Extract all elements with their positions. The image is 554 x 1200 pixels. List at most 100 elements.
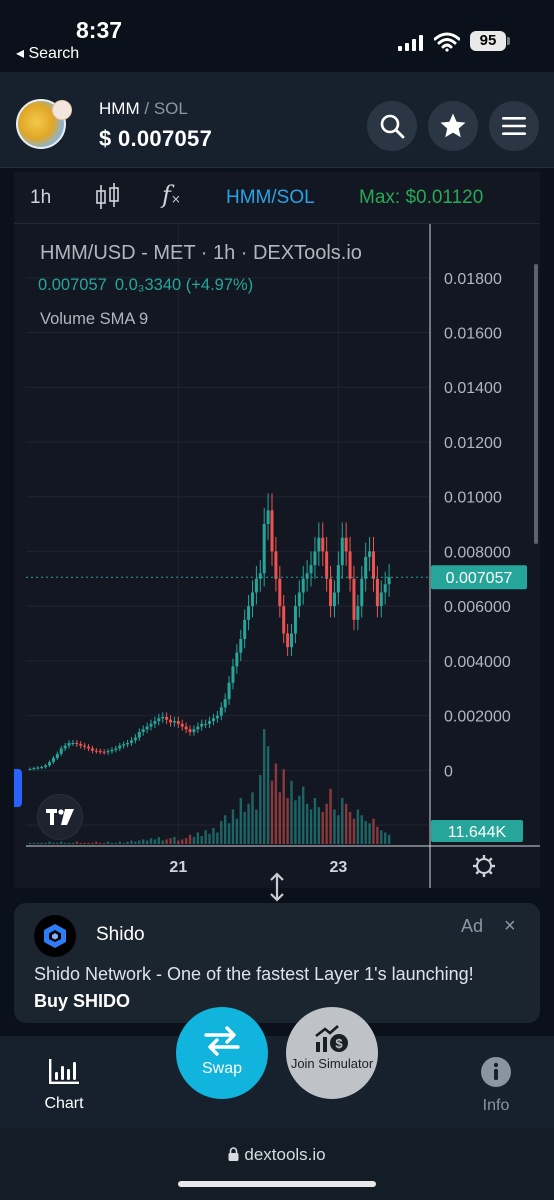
y-tick-label: 0.01600 — [444, 326, 502, 343]
candle-body — [90, 748, 94, 751]
candle-body — [161, 716, 165, 719]
volume-bar — [364, 821, 367, 844]
volume-bar — [259, 775, 262, 844]
candle-body — [340, 537, 344, 566]
volume-bar — [302, 786, 305, 844]
candle-body — [309, 565, 313, 574]
volume-bar — [200, 835, 203, 844]
volume-bar — [181, 839, 184, 844]
join-simulator-button[interactable]: $ Join Simulator — [286, 1007, 378, 1099]
volume-bar — [282, 769, 285, 844]
chart-pair-label[interactable]: HMM/SOL — [226, 187, 315, 208]
nav-info[interactable]: Info — [451, 1056, 541, 1115]
volume-bar — [352, 818, 356, 844]
volume-bar — [188, 834, 192, 844]
candle-body — [133, 737, 137, 741]
volume-bar — [321, 811, 324, 844]
volume-bar — [157, 837, 161, 844]
y-tick-label: 0.01200 — [444, 435, 502, 452]
last-price-tag — [431, 565, 527, 590]
resize-handle-icon[interactable] — [262, 872, 292, 902]
legend-volume-indicator: Volume SMA 9 — [40, 310, 149, 328]
search-button[interactable] — [367, 101, 417, 151]
ad-cta-link[interactable]: Buy SHIDO — [34, 991, 131, 1011]
favorite-button[interactable] — [428, 101, 478, 151]
y-tick-label: 0 — [444, 763, 453, 780]
volume-bar — [169, 838, 172, 844]
ad-card[interactable]: Shido Ad × Shido Network - One of the fa… — [14, 903, 540, 1023]
candle-body — [75, 742, 79, 745]
volume-tag — [431, 820, 523, 842]
candle-body — [192, 729, 196, 733]
candle-body — [356, 606, 360, 620]
tradingview-logo[interactable] — [37, 794, 83, 840]
volume-bar — [305, 803, 309, 844]
simulator-label: Join Simulator — [290, 1056, 374, 1071]
volume-bar — [79, 842, 82, 844]
swap-arrows-icon — [204, 1026, 240, 1056]
volume-bar — [40, 842, 43, 844]
candle-body — [329, 578, 333, 607]
x-tick-label: 23 — [329, 859, 347, 876]
volume-bar — [220, 821, 223, 844]
candle-body — [332, 592, 336, 607]
swap-button[interactable]: Swap — [176, 1007, 268, 1099]
volume-bar — [372, 818, 375, 844]
candle-body — [325, 551, 329, 579]
candle-body — [129, 740, 133, 743]
candle-body — [301, 578, 305, 593]
star-icon — [440, 113, 466, 138]
menu-button[interactable] — [489, 101, 539, 151]
volume-bar — [387, 834, 391, 844]
candle-body — [305, 573, 309, 579]
shido-cube-icon — [44, 924, 66, 948]
shido-logo-icon — [34, 915, 76, 957]
candle-body — [94, 750, 98, 752]
drawing-toolbar-toggle[interactable] — [14, 769, 22, 807]
volume-bar — [341, 798, 344, 844]
volume-bar — [32, 842, 36, 844]
candle-body — [278, 578, 282, 607]
y-tick-label: 0.01800 — [444, 271, 502, 288]
legend-last-price: 0.007057 — [38, 276, 107, 294]
candlestick-icon[interactable] — [94, 182, 122, 212]
simulator-chart-icon: $ — [315, 1025, 348, 1052]
candle-body — [211, 718, 215, 722]
candle-body — [176, 721, 180, 724]
volume-bar — [102, 842, 106, 844]
candle-body — [118, 745, 122, 749]
volume-bar — [28, 842, 32, 844]
volume-bar — [298, 795, 301, 844]
volume-bar — [223, 815, 227, 844]
candle-body — [387, 577, 391, 585]
ad-label: Ad — [461, 916, 484, 936]
interval-selector[interactable]: 1h — [30, 187, 52, 208]
browser-url-bar[interactable]: dextools.io — [0, 1128, 554, 1200]
volume-bar — [83, 842, 86, 844]
back-to-search-link[interactable]: ◂ Search — [16, 45, 80, 62]
ad-close-button[interactable]: × — [504, 915, 516, 937]
volume-bar — [235, 818, 239, 844]
ad-text: Shido Network - One of the fastest Layer… — [34, 961, 504, 1015]
volume-bar — [208, 833, 211, 844]
nav-info-label: Info — [482, 1097, 510, 1114]
volume-bar — [192, 837, 196, 844]
candle-body — [98, 751, 102, 753]
indicators-icon[interactable]: f× — [162, 181, 181, 209]
candle-body — [336, 565, 340, 593]
candle-body — [208, 721, 212, 724]
swap-label: Swap — [201, 1060, 243, 1077]
volume-bar — [239, 798, 242, 844]
candle-body — [196, 726, 200, 730]
volume-bar — [243, 811, 246, 844]
candle-body — [286, 633, 290, 648]
candle-body — [321, 537, 325, 552]
chart-legend-values: 0.007057 0.0₃3340 (+4.97%) — [38, 276, 261, 295]
volume-bar — [106, 841, 110, 844]
volume-bar — [95, 841, 98, 844]
token-price: $ 0.007057 — [99, 126, 213, 151]
nav-chart[interactable]: Chart — [19, 1056, 109, 1113]
candle-body — [63, 745, 67, 749]
price-chart[interactable]: 0.01800 0.01600 0.01400 0.01200 0.01000 0.008… — [14, 224, 540, 888]
quote-token: SOL — [153, 99, 188, 118]
